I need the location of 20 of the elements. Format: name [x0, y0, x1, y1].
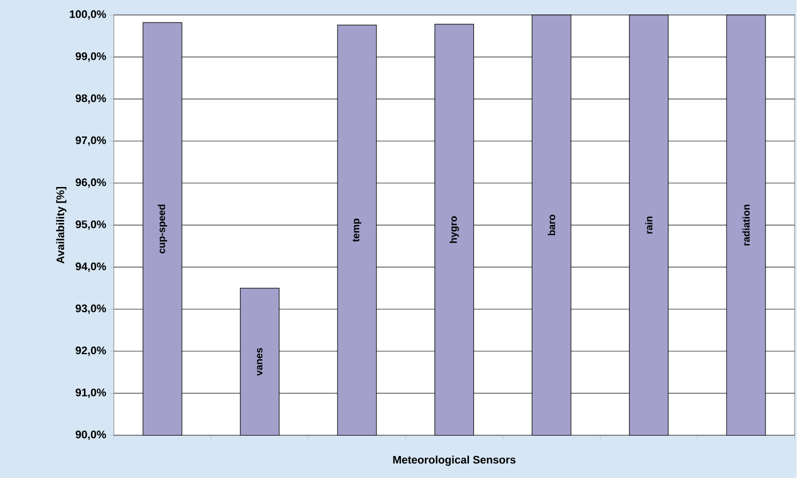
- y-tick-label: 97,0%: [76, 136, 106, 146]
- y-axis-title: Availability [%]: [56, 186, 66, 264]
- y-tick-label: 92,0%: [76, 346, 106, 356]
- y-tick-label: 91,0%: [76, 388, 106, 398]
- x-tick-label: baro: [548, 214, 556, 236]
- x-tick-label: cup-speed: [158, 204, 168, 254]
- y-tick-label: 90,0%: [76, 430, 106, 440]
- y-tick-label: 100,0%: [70, 10, 106, 20]
- x-tick-label: vanes: [256, 348, 262, 376]
- x-tick-label: rain: [645, 216, 652, 234]
- x-tick-label: hygro: [450, 216, 459, 243]
- y-tick-label: 99,0%: [76, 52, 106, 62]
- y-tick-label: 94,0%: [76, 262, 106, 272]
- x-tick-label: radiation: [742, 204, 750, 246]
- y-tick-label: 98,0%: [76, 94, 106, 104]
- x-axis-title: Meteorological Sensors: [393, 455, 516, 466]
- x-tick-label: temp: [352, 218, 362, 242]
- y-tick-label: 95,0%: [76, 220, 106, 230]
- y-tick-label: 93,0%: [76, 304, 106, 314]
- y-tick-label: 96,0%: [76, 178, 106, 188]
